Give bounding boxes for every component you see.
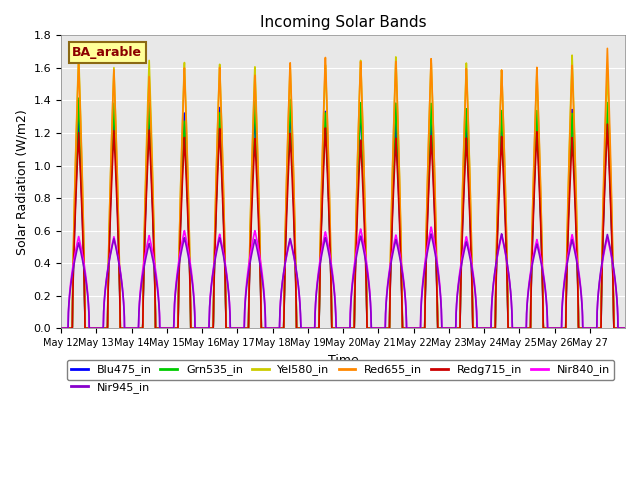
- Grn535_in: [535, 160, 543, 166]
- Blu475_in: [621, 325, 629, 331]
- Line: Blu475_in: Blu475_in: [61, 108, 625, 328]
- Nir945_in: [173, 280, 180, 286]
- Redg715_in: [501, 211, 509, 216]
- Nir840_in: [501, 249, 509, 255]
- Nir945_in: [415, 325, 423, 331]
- Yel580_in: [501, 177, 509, 183]
- Nir945_in: [465, 250, 473, 256]
- Blu475_in: [501, 202, 509, 207]
- Grn535_in: [621, 325, 629, 331]
- Yel580_in: [615, 325, 623, 331]
- Nir840_in: [621, 325, 629, 331]
- Yel580_in: [465, 147, 473, 153]
- Grn535_in: [615, 325, 623, 331]
- Grn535_in: [57, 325, 65, 331]
- Blu475_in: [356, 105, 364, 110]
- Blu475_in: [57, 325, 65, 331]
- Red655_in: [615, 325, 623, 331]
- Nir945_in: [535, 250, 543, 255]
- Line: Grn535_in: Grn535_in: [61, 98, 625, 328]
- Blu475_in: [465, 188, 473, 194]
- Redg715_in: [621, 325, 629, 331]
- Nir840_in: [415, 325, 423, 331]
- Blu475_in: [415, 325, 423, 331]
- Legend: Nir945_in: Nir945_in: [67, 378, 154, 397]
- Red655_in: [173, 325, 180, 331]
- Yel580_in: [57, 325, 65, 331]
- Line: Nir840_in: Nir840_in: [61, 227, 625, 328]
- Redg715_in: [465, 193, 473, 199]
- Grn535_in: [501, 200, 509, 206]
- Red655_in: [535, 122, 543, 128]
- Line: Redg715_in: Redg715_in: [61, 124, 625, 328]
- X-axis label: Time: Time: [328, 354, 358, 367]
- Blu475_in: [535, 166, 543, 171]
- Yel580_in: [415, 325, 423, 331]
- Yel580_in: [535, 132, 543, 138]
- Grn535_in: [465, 178, 473, 183]
- Nir840_in: [428, 224, 435, 230]
- Red655_in: [621, 325, 629, 331]
- Line: Red655_in: Red655_in: [61, 48, 625, 328]
- Nir945_in: [615, 325, 623, 331]
- Grn535_in: [75, 95, 83, 101]
- Text: BA_arable: BA_arable: [72, 46, 142, 59]
- Nir945_in: [498, 231, 506, 237]
- Nir840_in: [535, 246, 543, 252]
- Redg715_in: [615, 325, 623, 331]
- Blu475_in: [173, 325, 180, 331]
- Red655_in: [57, 325, 65, 331]
- Line: Yel580_in: Yel580_in: [61, 54, 625, 328]
- Nir840_in: [57, 325, 65, 331]
- Redg715_in: [604, 121, 611, 127]
- Yel580_in: [621, 325, 629, 331]
- Yel580_in: [75, 51, 83, 57]
- Nir945_in: [621, 325, 629, 331]
- Redg715_in: [535, 172, 543, 178]
- Y-axis label: Solar Radiation (W/m2): Solar Radiation (W/m2): [15, 109, 28, 255]
- Redg715_in: [415, 325, 423, 331]
- Grn535_in: [415, 325, 423, 331]
- Redg715_in: [57, 325, 65, 331]
- Nir945_in: [57, 325, 65, 331]
- Title: Incoming Solar Bands: Incoming Solar Bands: [260, 15, 426, 30]
- Line: Nir945_in: Nir945_in: [61, 234, 625, 328]
- Red655_in: [465, 145, 473, 151]
- Red655_in: [501, 170, 509, 176]
- Yel580_in: [173, 325, 180, 331]
- Redg715_in: [173, 325, 180, 331]
- Red655_in: [415, 325, 423, 331]
- Nir945_in: [501, 248, 509, 254]
- Nir840_in: [615, 325, 623, 331]
- Grn535_in: [173, 325, 180, 331]
- Nir840_in: [173, 276, 180, 282]
- Nir840_in: [465, 247, 473, 252]
- Blu475_in: [615, 325, 623, 331]
- Red655_in: [604, 46, 611, 51]
